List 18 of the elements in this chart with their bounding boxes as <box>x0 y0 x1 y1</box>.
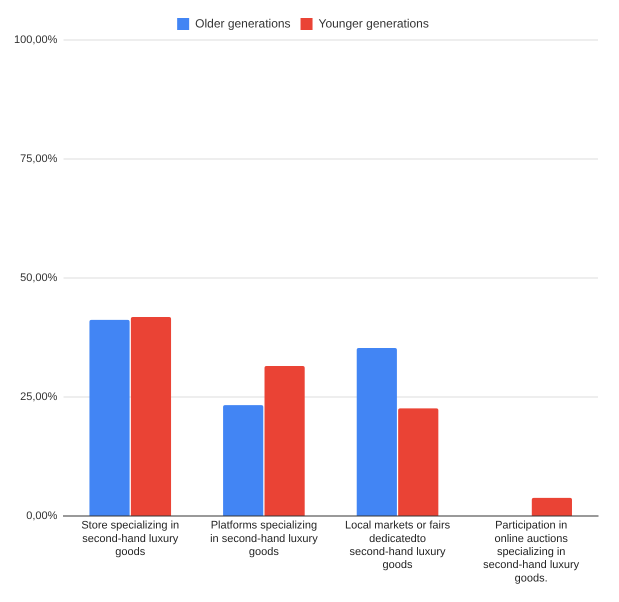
x-tick-label: Participation in online auctions specializing in second-hand luxury goods. <box>483 520 580 584</box>
bar <box>223 405 264 516</box>
y-tick-label: 100,00% <box>14 34 58 46</box>
bar <box>130 317 172 516</box>
x-tick-label: Local markets or fairs dedicatedto second-hand luxury goods <box>344 520 451 572</box>
x-tick-label: Store specializing in second-hand luxury goods <box>81 520 180 558</box>
bar <box>89 320 130 516</box>
x-tick-label: Platforms specializing in second-hand luxury goods <box>210 520 318 558</box>
legend-label: Older generations <box>195 16 291 30</box>
y-tick-label: 75,00% <box>20 153 58 166</box>
bar <box>532 498 572 516</box>
bar <box>398 408 438 516</box>
y-tick-label: 50,00% <box>20 272 58 284</box>
bar <box>356 348 397 516</box>
y-tick-label: 25,00% <box>20 391 58 404</box>
bar <box>264 366 305 516</box>
legend-label: Younger generations <box>318 16 429 30</box>
y-tick-label: 0,00% <box>26 510 58 522</box>
